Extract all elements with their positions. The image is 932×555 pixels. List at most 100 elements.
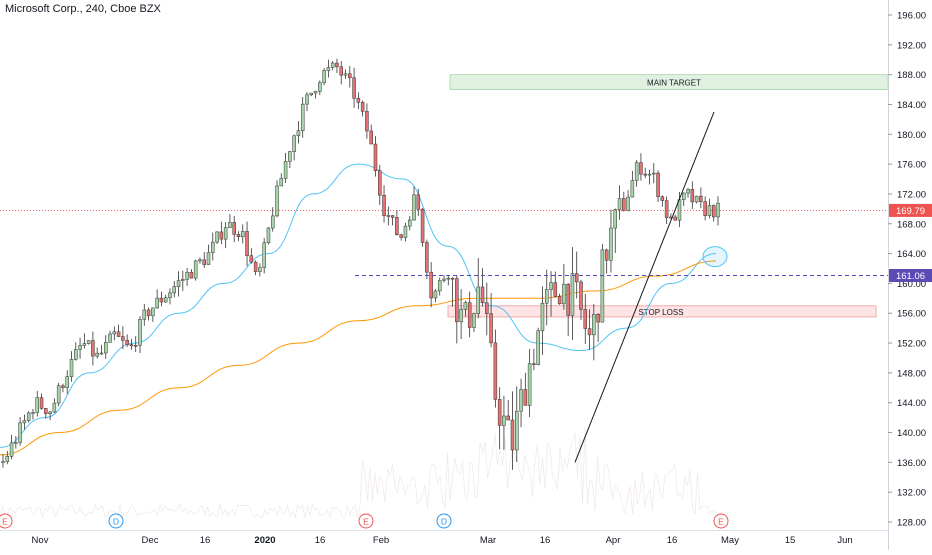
candle xyxy=(416,188,421,216)
candle-body xyxy=(425,242,429,273)
candle xyxy=(228,214,232,228)
candle-body xyxy=(35,397,40,413)
candle xyxy=(373,136,378,177)
price-tick-label: 196.00 xyxy=(897,11,926,22)
time-tick-label: 16 xyxy=(200,535,211,546)
candle xyxy=(176,271,181,297)
candle xyxy=(681,192,686,207)
time-tick-label: Jun xyxy=(837,535,852,546)
candle xyxy=(189,269,194,279)
candle-body xyxy=(540,302,545,331)
candle xyxy=(378,164,382,205)
candle xyxy=(390,214,395,226)
event-marker-circle xyxy=(0,513,13,529)
candle xyxy=(574,251,579,299)
candle-body xyxy=(587,328,592,336)
candle xyxy=(335,58,339,73)
price-tick-label: 156.00 xyxy=(897,309,926,320)
candle-body xyxy=(155,297,159,309)
price-axis: 128.00 132.00 136.00 140.00 144.00 148.00 152.… xyxy=(888,11,926,529)
candle-body xyxy=(437,280,442,292)
stop-loss-zone xyxy=(447,305,877,318)
candle-body xyxy=(617,198,622,210)
level-price-tag xyxy=(889,269,932,283)
candle xyxy=(510,391,515,470)
candle-body xyxy=(125,340,129,345)
candle xyxy=(129,338,134,350)
candle-body xyxy=(570,273,575,316)
candle-body xyxy=(193,260,198,279)
candle-body xyxy=(181,279,185,281)
candle xyxy=(356,92,361,110)
candle xyxy=(467,291,472,338)
candle-body xyxy=(22,420,27,424)
candle xyxy=(544,269,549,326)
candle-body xyxy=(480,286,485,304)
candle xyxy=(707,198,712,219)
candle-body xyxy=(574,273,579,283)
candle-body xyxy=(536,330,540,365)
candle xyxy=(652,163,656,184)
candle-body xyxy=(527,363,532,406)
candle-body xyxy=(553,282,558,297)
ma-fast-line xyxy=(0,163,717,448)
candle xyxy=(673,214,677,221)
candle-body xyxy=(510,419,515,451)
candle-body xyxy=(613,209,617,229)
candle-body xyxy=(185,271,189,280)
candle-body xyxy=(26,412,31,421)
candle-body xyxy=(168,292,172,299)
candle-body xyxy=(382,194,386,216)
candle-body xyxy=(270,215,275,229)
price-tick-label: 136.00 xyxy=(897,458,926,469)
candle-body xyxy=(245,231,249,256)
candle xyxy=(429,262,433,308)
candle-body xyxy=(104,342,108,354)
event-marker-circle xyxy=(108,513,124,529)
candle-body xyxy=(407,219,412,227)
candle-body xyxy=(343,73,348,76)
candle xyxy=(283,152,288,184)
candle xyxy=(296,121,301,144)
candle-body xyxy=(151,307,155,317)
candle xyxy=(412,186,416,221)
candle xyxy=(95,347,99,359)
candle xyxy=(527,348,532,417)
candle-body xyxy=(557,296,562,305)
candle xyxy=(711,204,716,222)
candle-body xyxy=(91,340,95,357)
candle-body xyxy=(399,234,403,238)
price-tick-label: 140.00 xyxy=(897,428,926,439)
chart-title: Microsoft Corp., 240, Cboe BZX xyxy=(5,3,161,15)
time-tick-label: 16 xyxy=(540,535,551,546)
candle xyxy=(146,307,151,321)
candle xyxy=(78,337,82,359)
candle xyxy=(472,312,476,333)
candle xyxy=(151,307,155,322)
candle xyxy=(446,275,451,286)
candle xyxy=(279,173,284,187)
ma-cross-highlight xyxy=(702,246,728,268)
candle-body xyxy=(189,271,194,279)
candle xyxy=(86,340,91,345)
candle-body xyxy=(386,215,391,217)
candle-body xyxy=(65,376,69,388)
candle xyxy=(1,453,5,468)
candle-body xyxy=(219,231,224,240)
candle xyxy=(583,293,588,344)
candle-body xyxy=(266,227,271,243)
candle-body xyxy=(69,359,74,377)
stop-loss-label: STOP LOSS xyxy=(638,308,683,317)
candle xyxy=(442,274,446,283)
candle xyxy=(437,277,442,296)
candle-body xyxy=(335,62,339,68)
candle xyxy=(249,248,254,264)
candle xyxy=(193,259,198,281)
candle-body xyxy=(99,352,104,355)
candle xyxy=(52,398,57,414)
candle xyxy=(215,231,219,244)
dividend-marker: D xyxy=(108,513,124,529)
candle xyxy=(35,390,40,417)
candle-body xyxy=(630,180,635,198)
candle xyxy=(540,286,545,355)
